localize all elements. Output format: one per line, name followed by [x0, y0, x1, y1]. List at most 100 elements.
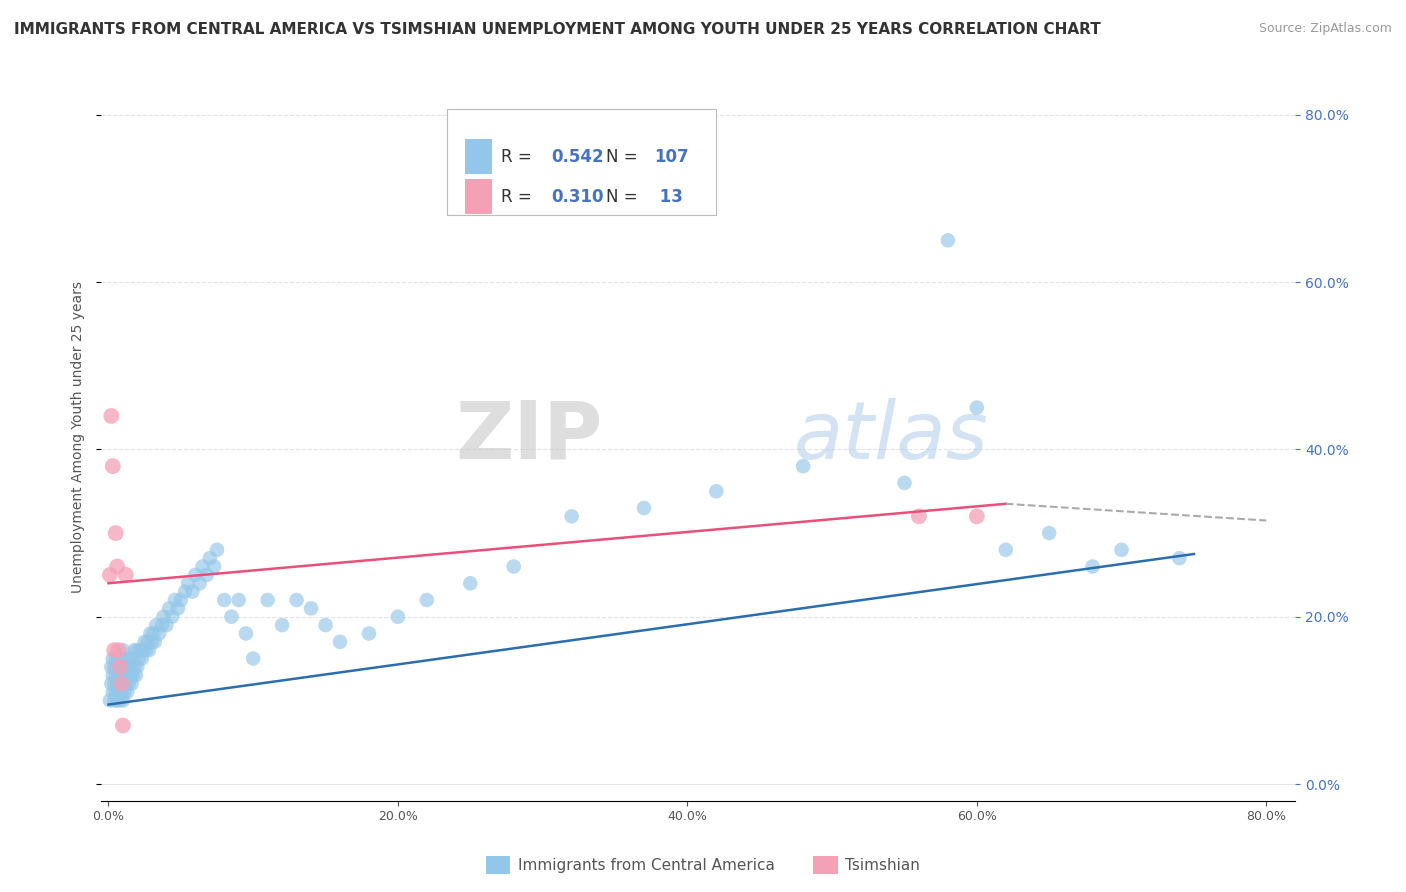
- Point: [163, 593, 186, 607]
- Point: [132, 643, 155, 657]
- Text: 13: 13: [654, 187, 683, 206]
- FancyBboxPatch shape: [465, 179, 492, 214]
- Point: [107, 668, 129, 682]
- Point: [100, 409, 122, 423]
- Point: [139, 626, 162, 640]
- Point: [105, 660, 128, 674]
- Point: [118, 676, 141, 690]
- Point: [124, 660, 146, 674]
- Point: [792, 459, 814, 474]
- Point: [235, 626, 257, 640]
- Point: [135, 643, 157, 657]
- Point: [105, 676, 128, 690]
- Point: [202, 559, 225, 574]
- Point: [242, 651, 264, 665]
- Text: atlas: atlas: [794, 398, 988, 475]
- Point: [134, 635, 156, 649]
- Point: [103, 693, 125, 707]
- Point: [315, 618, 337, 632]
- Point: [131, 651, 153, 665]
- Point: [908, 509, 931, 524]
- Point: [893, 475, 915, 490]
- Point: [141, 635, 163, 649]
- Text: 0.542: 0.542: [551, 148, 605, 166]
- Point: [136, 635, 159, 649]
- Point: [125, 668, 148, 682]
- Point: [1168, 551, 1191, 566]
- Point: [138, 643, 160, 657]
- Legend: Immigrants from Central America, Tsimshian: Immigrants from Central America, Tsimshi…: [479, 850, 927, 880]
- Point: [195, 568, 218, 582]
- Point: [128, 651, 150, 665]
- Point: [107, 643, 129, 657]
- Point: [198, 551, 221, 566]
- FancyBboxPatch shape: [465, 139, 492, 174]
- Text: 0.310: 0.310: [551, 187, 603, 206]
- Y-axis label: Unemployment Among Youth under 25 years: Unemployment Among Youth under 25 years: [72, 281, 86, 593]
- Point: [101, 651, 124, 665]
- Point: [112, 685, 135, 699]
- Point: [101, 685, 124, 699]
- Text: Source: ZipAtlas.com: Source: ZipAtlas.com: [1258, 22, 1392, 36]
- Point: [994, 542, 1017, 557]
- Text: R =: R =: [501, 187, 537, 206]
- Point: [416, 593, 439, 607]
- Point: [111, 718, 134, 732]
- Point: [145, 618, 167, 632]
- Point: [387, 609, 409, 624]
- Point: [120, 668, 142, 682]
- Point: [107, 685, 129, 699]
- Point: [936, 233, 959, 247]
- Point: [155, 618, 177, 632]
- Point: [329, 635, 352, 649]
- Point: [104, 526, 127, 541]
- Point: [108, 693, 131, 707]
- Point: [1081, 559, 1104, 574]
- Point: [100, 676, 122, 690]
- Point: [174, 584, 197, 599]
- Text: 107: 107: [654, 148, 689, 166]
- FancyBboxPatch shape: [447, 110, 716, 215]
- Point: [122, 651, 145, 665]
- Point: [228, 593, 250, 607]
- Point: [966, 509, 988, 524]
- Point: [502, 559, 524, 574]
- Point: [121, 676, 143, 690]
- Point: [127, 660, 149, 674]
- Text: R =: R =: [501, 148, 537, 166]
- Point: [112, 668, 135, 682]
- Point: [104, 668, 127, 682]
- Point: [271, 618, 294, 632]
- Point: [152, 609, 174, 624]
- Point: [191, 559, 214, 574]
- Point: [114, 660, 136, 674]
- Point: [157, 601, 180, 615]
- Point: [285, 593, 308, 607]
- Point: [98, 693, 121, 707]
- Point: [256, 593, 278, 607]
- Point: [118, 660, 141, 674]
- Point: [112, 651, 135, 665]
- Point: [111, 693, 134, 707]
- Point: [108, 676, 131, 690]
- Point: [107, 651, 129, 665]
- Point: [704, 484, 727, 499]
- Point: [100, 660, 122, 674]
- Point: [121, 660, 143, 674]
- Point: [110, 676, 132, 690]
- Point: [110, 685, 132, 699]
- Point: [110, 668, 132, 682]
- Point: [188, 576, 211, 591]
- Text: IMMIGRANTS FROM CENTRAL AMERICA VS TSIMSHIAN UNEMPLOYMENT AMONG YOUTH UNDER 25 Y: IMMIGRANTS FROM CENTRAL AMERICA VS TSIMS…: [14, 22, 1101, 37]
- Point: [1111, 542, 1133, 557]
- Point: [103, 643, 125, 657]
- Point: [129, 643, 152, 657]
- Point: [177, 576, 200, 591]
- Point: [122, 668, 145, 682]
- Point: [117, 668, 139, 682]
- Point: [103, 660, 125, 674]
- Point: [114, 568, 136, 582]
- Point: [111, 643, 134, 657]
- Point: [117, 685, 139, 699]
- Point: [101, 459, 124, 474]
